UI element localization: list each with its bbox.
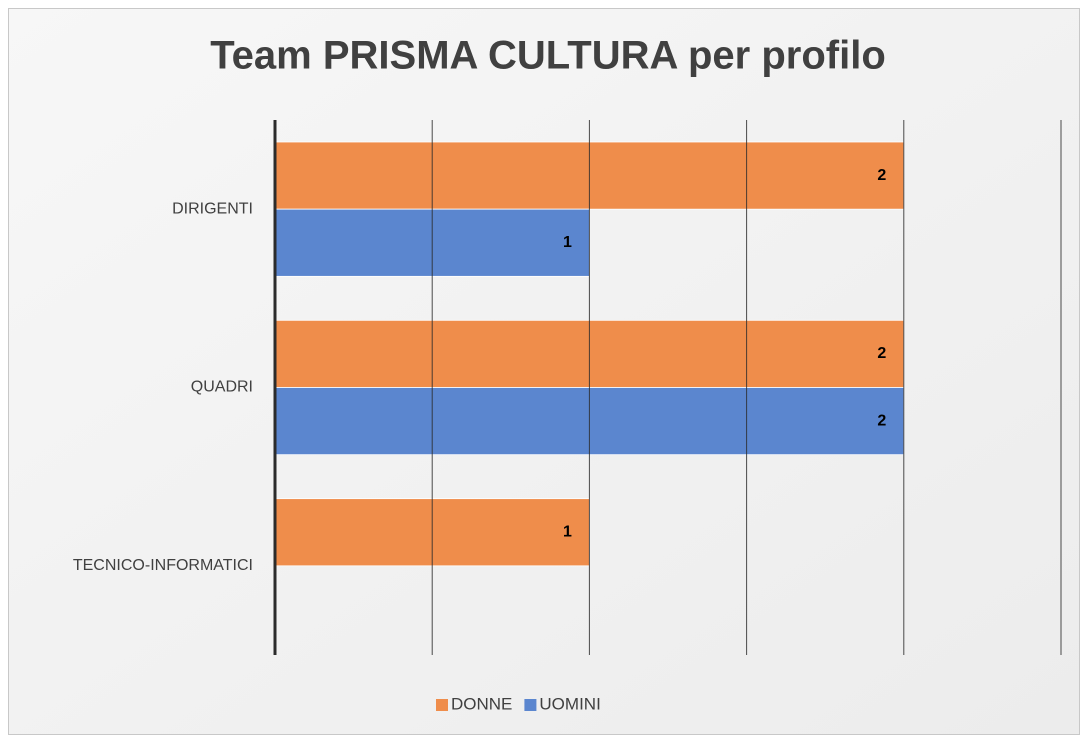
- legend-swatch: [436, 699, 448, 711]
- legend-label: UOMINI: [539, 694, 600, 713]
- data-label: 1: [563, 523, 572, 540]
- y-tick-label: QUADRI: [191, 379, 253, 396]
- legend-swatch: [524, 699, 537, 711]
- data-label: 2: [877, 412, 886, 429]
- data-label: 2: [877, 345, 886, 362]
- y-tick-label: TECNICO-INFORMATICI: [73, 557, 253, 574]
- chart-title: Team PRISMA CULTURA per profilo: [210, 34, 886, 78]
- legend-label: DONNE: [451, 694, 512, 713]
- data-label: 1: [563, 234, 572, 251]
- data-label: 2: [877, 167, 886, 184]
- y-tick-label: DIRIGENTI: [172, 200, 253, 217]
